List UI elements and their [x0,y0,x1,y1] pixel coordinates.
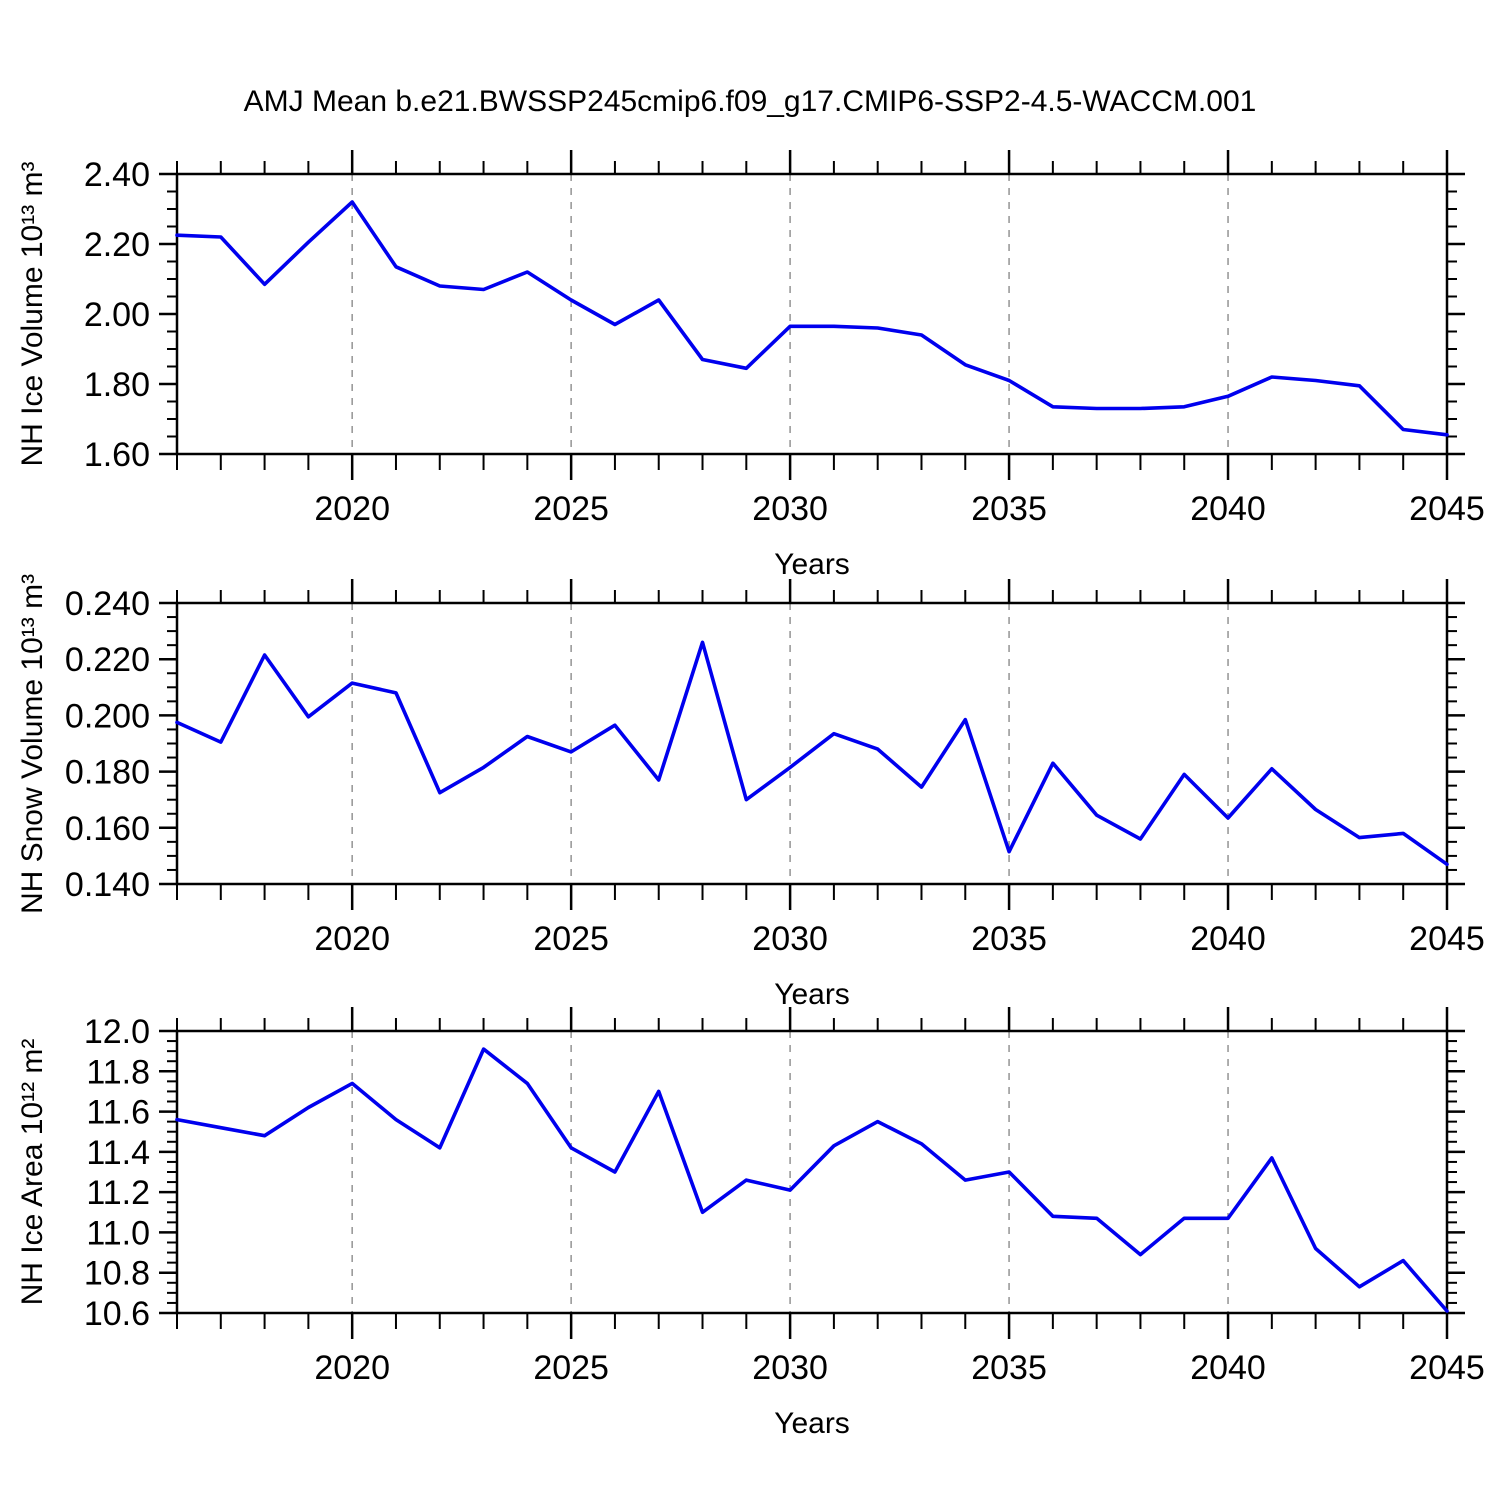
panel-nh-ice-volume: 2020 2025 2030 2035 2040 2045 1.60 1.80 2.00 2.20… [16,150,1485,581]
y-tick-label: 0.240 [65,585,150,623]
x-tick-label: 2020 [314,920,390,958]
y-tick-label: 11.2 [86,1174,150,1212]
y-tick-labels: 10.610.811.011.211.411.611.812.0 [84,1013,150,1333]
y-tick-label: 10.8 [84,1255,150,1293]
x-tick-label: 2045 [1409,1349,1485,1387]
y-tick-label: 11.8 [86,1053,150,1091]
y-tick-label: 11.4 [86,1134,150,1172]
plot-frame [175,172,1449,456]
panel-generated-content: 2020 2025 2030 2035 2040 2045 1.60 1.80 2.00 2.20… [84,150,1485,528]
gridlines [351,174,1229,454]
x-tick-label: 2030 [752,1349,828,1387]
y-axis-label: NH Ice Area 10¹² m² [16,1039,49,1306]
x-tick-label: 2020 [314,490,390,528]
x-tick-label: 2020 [314,1349,390,1387]
y-tick-label: 2.00 [84,296,150,334]
y-tick-label: 2.20 [84,226,150,264]
x-tick-label: 2035 [971,1349,1047,1387]
x-tick-label: 2025 [533,920,609,958]
axis-ticks [159,579,1465,910]
chart-title: AMJ Mean b.e21.BWSSP245cmip6.f09_g17.CMI… [243,85,1257,118]
x-tick-label: 2025 [533,1349,609,1387]
x-tick-labels: 2020 2025 2030 2035 2040 2045 [314,920,1484,958]
y-tick-labels: 1.60 1.80 2.00 2.20 2.40 [84,156,150,474]
y-tick-label: 10.6 [84,1295,150,1333]
data-line-nh-snow-volume [175,640,1449,867]
y-tick-label: 0.220 [65,641,150,679]
plot-frame [175,1029,1449,1315]
gridlines [351,1031,1229,1313]
x-tick-label: 2035 [971,490,1047,528]
x-tick-label: 2045 [1409,490,1485,528]
plot-frame [175,601,1449,886]
x-axis-label: Years [774,548,850,581]
y-tick-label: 1.80 [84,366,150,404]
x-tick-label: 2040 [1190,1349,1266,1387]
y-tick-label: 2.40 [84,156,150,194]
y-tick-label: 11.0 [86,1214,150,1252]
x-tick-label: 2040 [1190,920,1266,958]
y-axis-label: NH Ice Volume 10¹³ m³ [16,161,49,466]
x-axis-label: Years [774,978,850,1011]
x-tick-label: 2040 [1190,490,1266,528]
x-axis-label: Years [774,1407,850,1440]
panel-nh-snow-volume: 2020 2025 2030 2035 2040 20450.1400.1600.1800… [16,574,1485,1011]
y-tick-label: 0.140 [65,866,150,904]
gridlines [351,603,1229,884]
y-tick-labels: 0.140 0.160 0.180 0.200 0.220 0.240 [65,585,150,904]
axis-ticks [159,150,1465,480]
y-tick-label: 0.180 [65,754,150,792]
panel-nh-ice-area: 2020 2025 2030 2035 2040 2045 10.610.811.011.2… [16,1007,1485,1440]
y-tick-label: 1.60 [84,436,150,474]
x-tick-labels: 2020 2025 2030 2035 2040 2045 [314,490,1484,528]
y-tick-label: 0.160 [65,810,150,848]
axis-ticks [159,1007,1465,1339]
data-line-nh-ice-volume [175,200,1449,437]
y-tick-label: 11.6 [86,1094,150,1132]
y-tick-label: 12.0 [84,1013,150,1051]
data-line-nh-ice-area [175,1047,1449,1313]
panel-generated-content: 2020 2025 2030 2035 2040 2045 10.610.811.011.2… [84,1007,1485,1387]
y-axis-label: NH Snow Volume 10¹³ m³ [16,574,49,914]
panel-generated-content: 2020 2025 2030 2035 2040 20450.1400.1600.1800… [65,579,1485,958]
x-tick-label: 2025 [533,490,609,528]
x-tick-label: 2035 [971,920,1047,958]
x-tick-label: 2045 [1409,920,1485,958]
x-tick-label: 2030 [752,490,828,528]
x-tick-label: 2030 [752,920,828,958]
y-tick-label: 0.200 [65,697,150,735]
x-tick-labels: 2020 2025 2030 2035 2040 2045 [314,1349,1484,1387]
